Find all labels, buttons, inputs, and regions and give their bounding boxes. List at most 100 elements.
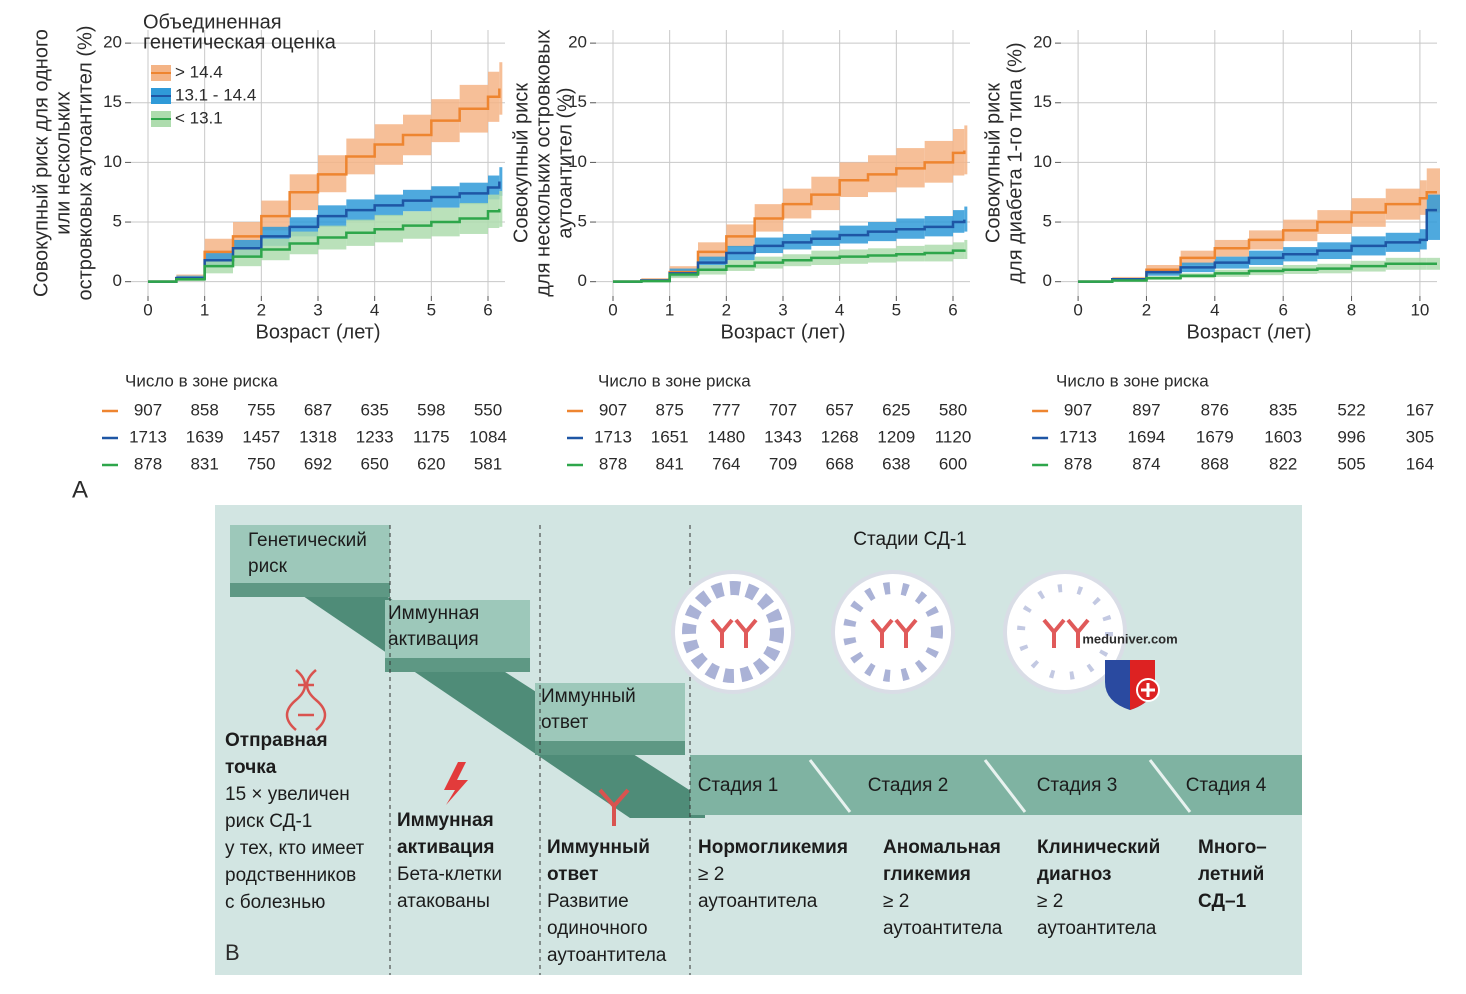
risk-table-value: 858 bbox=[190, 400, 218, 419]
column-text: 15 × увеличен bbox=[225, 784, 350, 805]
x-tick-label: 8 bbox=[1347, 300, 1356, 319]
x-tick-label: 2 bbox=[257, 300, 266, 319]
risk-table-value: 878 bbox=[134, 454, 162, 473]
risk-table-value: 1120 bbox=[935, 427, 972, 446]
y-axis-label: Совокупный риск bbox=[510, 83, 532, 243]
column-title: Много– bbox=[1198, 837, 1267, 858]
legend-title: Объединенная bbox=[143, 11, 282, 33]
step-label: Генетический bbox=[248, 530, 367, 551]
risk-table-value: 876 bbox=[1201, 400, 1229, 419]
column-title: ответ bbox=[547, 864, 599, 885]
panel-label: A bbox=[72, 476, 88, 503]
confidence-band bbox=[1426, 168, 1437, 213]
risk-table-value: 505 bbox=[1337, 454, 1365, 473]
x-axis-label: Возраст (лет) bbox=[721, 321, 846, 343]
column-title: СД–1 bbox=[1198, 891, 1247, 912]
risk-table-value: 897 bbox=[1132, 400, 1160, 419]
risk-table-value: 822 bbox=[1269, 454, 1297, 473]
x-tick-label: 1 bbox=[200, 300, 209, 319]
column-title: гликемия bbox=[883, 864, 971, 885]
risk-table-title: Число в зоне риска bbox=[1056, 371, 1209, 390]
risk-table-value: 1343 bbox=[764, 427, 802, 446]
column-title: Отправная bbox=[225, 730, 328, 751]
risk-table-value: 1713 bbox=[594, 427, 632, 446]
step bbox=[230, 525, 390, 583]
column-text: атакованы bbox=[397, 891, 490, 912]
x-tick-label: 10 bbox=[1410, 300, 1429, 319]
column-title: точка bbox=[225, 757, 277, 778]
column-text: аутоантитела bbox=[1037, 918, 1157, 939]
confidence-band bbox=[964, 125, 968, 175]
x-tick-label: 1 bbox=[665, 300, 674, 319]
y-axis-label: Совокупный риск для одного bbox=[30, 29, 52, 297]
confidence-band bbox=[964, 206, 968, 232]
risk-table-value: 875 bbox=[655, 400, 683, 419]
column-title: Иммунный bbox=[547, 837, 650, 858]
risk-table-value: 638 bbox=[882, 454, 910, 473]
risk-table-value: 1603 bbox=[1264, 427, 1302, 446]
y-axis-label: аутоантител (%) bbox=[554, 87, 576, 238]
risk-table-value: 687 bbox=[304, 400, 332, 419]
risk-table-value: 764 bbox=[712, 454, 740, 473]
logo bbox=[1105, 660, 1160, 710]
step-label: ответ bbox=[541, 712, 589, 733]
risk-table-value: 1457 bbox=[242, 427, 280, 446]
confidence-band bbox=[1437, 168, 1440, 213]
column-text: ≥ 2 bbox=[698, 864, 724, 885]
risk-table-value: 668 bbox=[825, 454, 853, 473]
risk-table-value: 1639 bbox=[186, 427, 224, 446]
x-axis-label: Возраст (лет) bbox=[256, 321, 381, 343]
step-line bbox=[1078, 208, 1437, 283]
y-tick-label: 15 bbox=[1033, 92, 1052, 111]
risk-table-value: 841 bbox=[655, 454, 683, 473]
risk-table-value: 755 bbox=[247, 400, 275, 419]
risk-table-title: Число в зоне риска bbox=[598, 371, 751, 390]
risk-table-value: 878 bbox=[1064, 454, 1092, 473]
risk-table-value: 907 bbox=[134, 400, 162, 419]
confidence-band bbox=[499, 167, 503, 196]
x-tick-label: 0 bbox=[1073, 300, 1082, 319]
stage-label: Стадия 3 bbox=[1037, 775, 1118, 796]
legend-label: < 13.1 bbox=[175, 108, 223, 127]
stages-title: Стадии СД-1 bbox=[853, 529, 966, 550]
x-tick-label: 6 bbox=[948, 300, 957, 319]
column-text: аутоантитела bbox=[883, 918, 1003, 939]
column-title: летний bbox=[1198, 864, 1264, 885]
confidence-band bbox=[964, 239, 968, 260]
risk-table-value: 878 bbox=[599, 454, 627, 473]
islet-icon bbox=[831, 570, 955, 694]
column-title: Аномальная bbox=[883, 837, 1001, 858]
y-tick-label: 10 bbox=[103, 152, 122, 171]
y-tick-label: 0 bbox=[578, 271, 587, 290]
risk-table-value: 1694 bbox=[1128, 427, 1166, 446]
step-line bbox=[613, 249, 966, 283]
column-text: с болезнью bbox=[225, 892, 325, 913]
y-tick-label: 5 bbox=[578, 212, 587, 231]
x-axis-label: Возраст (лет) bbox=[1187, 321, 1312, 343]
y-axis-label: Совокупный риск bbox=[982, 83, 1004, 243]
risk-table-value: 1084 bbox=[469, 427, 507, 446]
stage-label: Стадия 4 bbox=[1186, 775, 1267, 796]
x-tick-label: 2 bbox=[722, 300, 731, 319]
x-tick-label: 0 bbox=[143, 300, 152, 319]
risk-table-value: 522 bbox=[1337, 400, 1365, 419]
risk-table-value: 1480 bbox=[707, 427, 745, 446]
step-label: активация bbox=[388, 629, 479, 650]
column-text: родственников bbox=[225, 865, 356, 886]
column-text: ≥ 2 bbox=[883, 891, 909, 912]
risk-table-value: 1651 bbox=[651, 427, 689, 446]
confidence-band bbox=[499, 191, 503, 227]
risk-table-value: 1318 bbox=[299, 427, 337, 446]
step-label: риск bbox=[248, 556, 288, 577]
risk-table-value: 657 bbox=[825, 400, 853, 419]
risk-table-value: 874 bbox=[1132, 454, 1160, 473]
y-axis-label: для нескольких островковых bbox=[532, 29, 554, 296]
y-tick-label: 15 bbox=[103, 92, 122, 111]
risk-table-value: 598 bbox=[417, 400, 445, 419]
step bbox=[385, 600, 530, 658]
step-line bbox=[148, 208, 501, 283]
y-tick-label: 20 bbox=[1033, 33, 1052, 52]
y-axis-label: островковых аутоантител (%) bbox=[74, 26, 96, 301]
